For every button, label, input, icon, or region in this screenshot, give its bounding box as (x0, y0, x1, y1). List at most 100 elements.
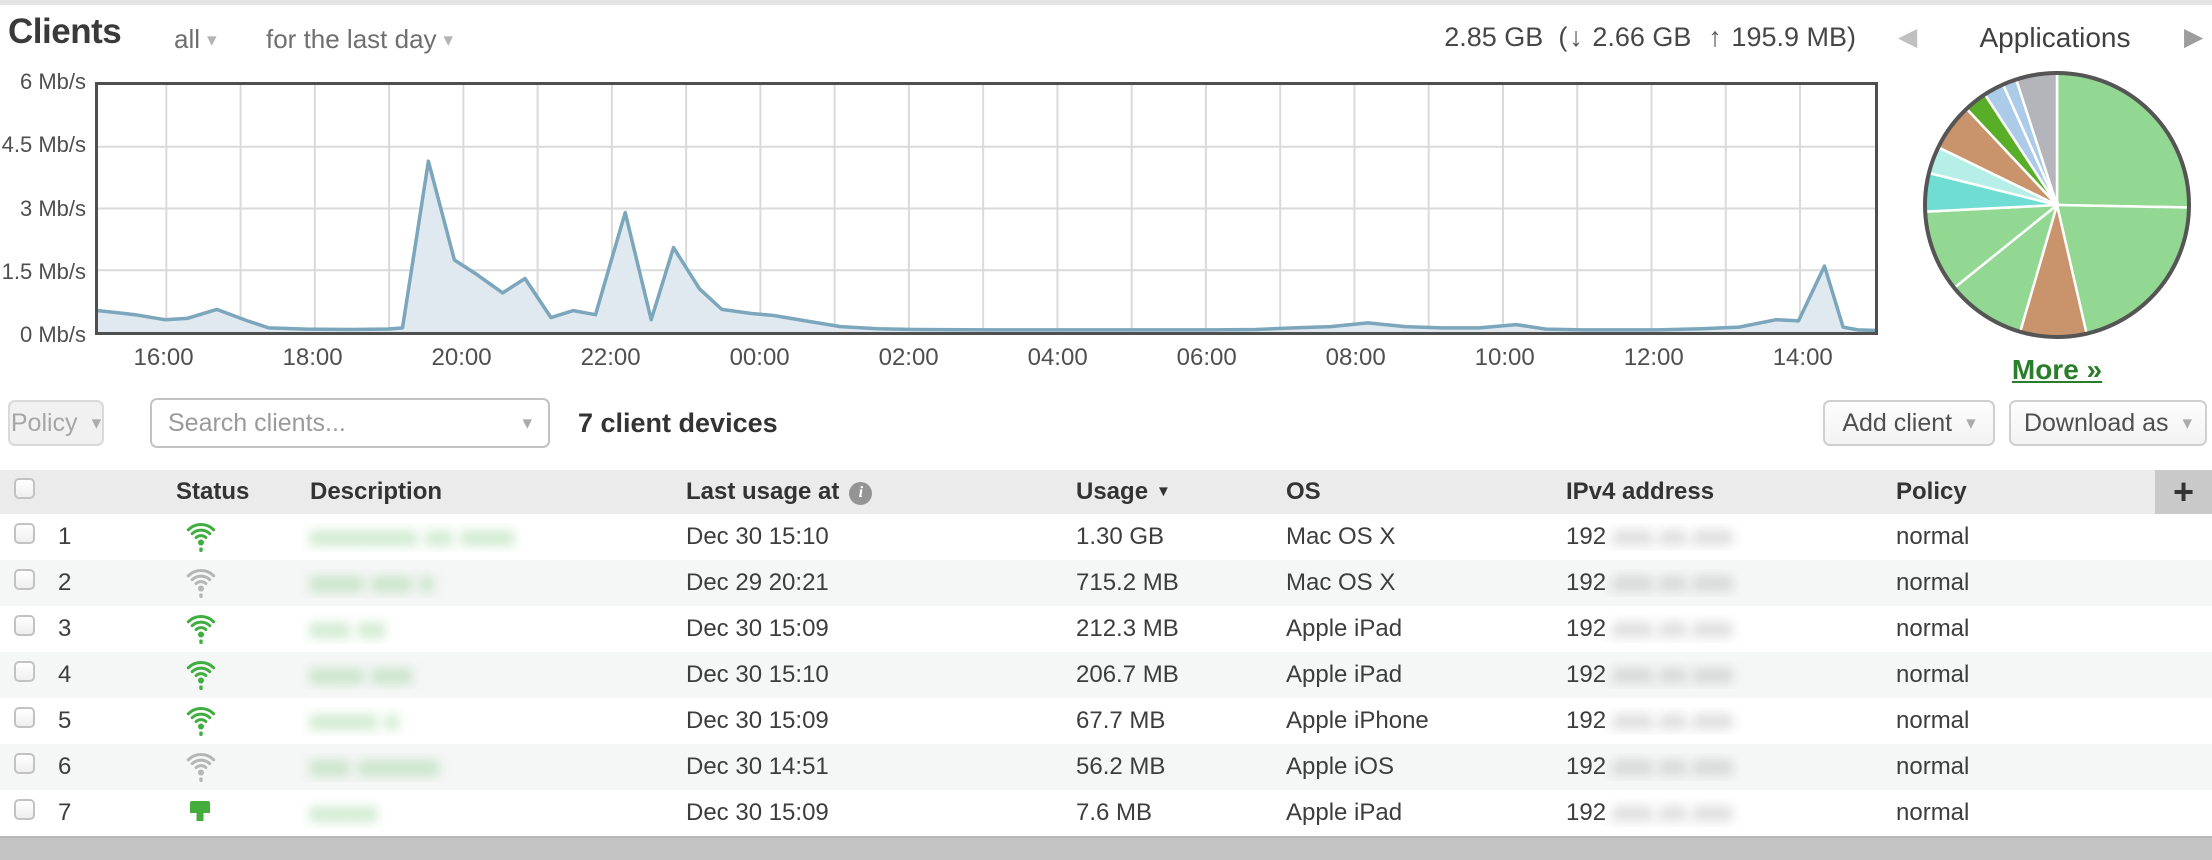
upload-arrow-icon: ↑ (1708, 22, 1722, 52)
description-cell[interactable]: xxxxxxxx xx xxxx (300, 523, 680, 552)
policy-cell: normal (1896, 569, 1970, 596)
row-checkbox[interactable] (14, 707, 35, 728)
row-checkbox[interactable] (14, 523, 35, 544)
os-cell: Apple iPad (1286, 799, 1403, 826)
time-range-label: for the last day (266, 24, 437, 54)
client-description-redacted: xxxx xxx x (310, 568, 434, 597)
select-all-checkbox[interactable] (14, 478, 35, 499)
os-cell: Mac OS X (1286, 523, 1396, 550)
applications-more-link[interactable]: More » (2011, 354, 2103, 385)
usage-upload: 195.9 MB (1731, 22, 1847, 52)
status-cell (170, 798, 300, 828)
usage-cell: 1.30 GB (1076, 523, 1165, 550)
client-scope-dropdown[interactable]: all ▾ (174, 24, 217, 55)
column-header-policy[interactable]: Policy (1896, 478, 1967, 505)
row-number: 5 (58, 707, 72, 734)
x-axis-tick: 18:00 (282, 344, 343, 371)
table-row[interactable]: 7 xxxxx Dec 30 15:09 7.6 MB Apple iPad 192.xx… (0, 790, 2212, 836)
column-header-os[interactable]: OS (1286, 478, 1321, 505)
applications-prev-icon[interactable]: ◀ (1898, 23, 1918, 51)
client-description-redacted: xxx xxxxxx (310, 752, 440, 781)
table-row[interactable]: 6 xxx xxxxxx Dec 30 14:51 56.2 MB Apple iOS 1… (0, 744, 2212, 790)
time-range-dropdown[interactable]: for the last day ▾ (266, 24, 453, 55)
last-usage-cell: Dec 30 15:09 (686, 707, 829, 734)
y-axis-tick: 1.5 Mb/s (1, 258, 86, 284)
wifi-offline-icon (186, 568, 216, 598)
description-cell[interactable]: xxxx xxx (300, 661, 680, 690)
x-axis-tick: 04:00 (1027, 344, 1088, 371)
row-number: 1 (58, 523, 72, 550)
row-checkbox[interactable] (14, 661, 35, 682)
x-axis-tick: 16:00 (133, 344, 194, 371)
y-axis-tick: 3 Mb/s (19, 195, 86, 221)
column-header-status[interactable]: Status (176, 478, 250, 505)
policy-button[interactable]: Policy ▾ (8, 400, 104, 446)
download-as-button[interactable]: Download as ▾ (2009, 400, 2207, 446)
status-cell (170, 751, 300, 784)
y-axis-tick: 4.5 Mb/s (1, 132, 86, 158)
description-cell[interactable]: xxxx xxx x (300, 569, 680, 598)
x-axis-tick: 02:00 (878, 344, 939, 371)
os-cell: Mac OS X (1286, 569, 1396, 596)
applications-pie-chart (1917, 62, 2197, 348)
chevron-down-icon: ▾ (443, 30, 454, 51)
x-axis-tick: 10:00 (1474, 344, 1535, 371)
last-usage-cell: Dec 29 20:21 (686, 569, 829, 596)
add-client-button[interactable]: Add client ▾ (1823, 400, 1995, 446)
wifi-online-icon (186, 706, 216, 736)
last-usage-cell: Dec 30 15:10 (686, 523, 829, 550)
table-row[interactable]: 2 xxxx xxx x Dec 29 20:21 715.2 MB Mac OS X 1… (0, 560, 2212, 606)
x-axis-tick: 22:00 (580, 344, 641, 371)
ip-redacted: .xxx.xx.xxx (1606, 799, 1734, 826)
status-cell (170, 659, 300, 692)
chevron-down-icon[interactable]: ▾ (522, 412, 532, 434)
description-cell[interactable]: xxx xx (300, 615, 680, 644)
column-header-last-usage[interactable]: Last usage at i (680, 478, 1070, 506)
description-cell[interactable]: xxxxx (300, 799, 680, 828)
wifi-offline-icon (186, 752, 216, 782)
policy-cell: normal (1896, 661, 1970, 688)
usage-chart-canvas (98, 85, 1875, 332)
column-header-ipv4[interactable]: IPv4 address (1566, 478, 1715, 505)
description-cell[interactable]: xxx xxxxxx (300, 753, 680, 782)
column-header-usage[interactable]: Usage ▼ (1076, 478, 1171, 505)
ip-redacted: .xxx.xx.xxx (1606, 615, 1734, 642)
status-cell (170, 567, 300, 600)
column-header-description[interactable]: Description (310, 478, 443, 505)
paren: ) (1847, 22, 1856, 52)
description-cell[interactable]: xxxxx x (300, 707, 680, 736)
usage-cell: 715.2 MB (1076, 569, 1179, 596)
device-count: 7 client devices (578, 408, 778, 438)
table-row[interactable]: 4 xxxx xxx Dec 30 15:10 206.7 MB Apple iPad 1… (0, 652, 2212, 698)
policy-cell: normal (1896, 707, 1970, 734)
row-checkbox[interactable] (14, 753, 35, 774)
row-checkbox[interactable] (14, 615, 35, 636)
add-column-button[interactable]: + (2155, 470, 2212, 514)
row-number: 7 (58, 799, 72, 826)
y-axis-tick: 6 Mb/s (19, 69, 86, 94)
row-checkbox[interactable] (14, 799, 35, 820)
os-cell: Apple iPad (1286, 615, 1403, 642)
pie-slice (2055, 71, 2191, 209)
search-clients-input[interactable] (152, 408, 523, 438)
status-cell (170, 613, 300, 646)
applications-panel-title: Applications (1979, 22, 2131, 53)
client-scope-label: all (174, 24, 201, 54)
ip-redacted: .xxx.xx.xxx (1606, 707, 1734, 734)
table-row[interactable]: 1 xxxxxxxx xx xxxx Dec 30 15:10 1.30 GB Mac … (0, 514, 2212, 560)
os-cell: Apple iPhone (1286, 707, 1429, 734)
table-row[interactable]: 5 xxxxx x Dec 30 15:09 67.7 MB Apple iPhone 1… (0, 698, 2212, 744)
usage-download: 2.66 GB (1592, 22, 1692, 52)
info-icon[interactable]: i (849, 481, 873, 505)
ip-redacted: .xxx.xx.xxx (1606, 661, 1734, 688)
paren: ( (1558, 22, 1568, 52)
horizontal-scrollbar[interactable] (0, 836, 2212, 860)
client-description-redacted: xxxx xxx (310, 660, 413, 689)
row-checkbox[interactable] (14, 569, 35, 590)
table-row[interactable]: 3 xxx xx Dec 30 15:09 212.3 MB Apple iPad 192… (0, 606, 2212, 652)
wired-online-icon (190, 801, 210, 821)
search-clients-box[interactable]: ▾ (150, 398, 550, 448)
usage-cell: 206.7 MB (1076, 661, 1179, 688)
applications-next-icon[interactable]: ▶ (2184, 23, 2204, 51)
